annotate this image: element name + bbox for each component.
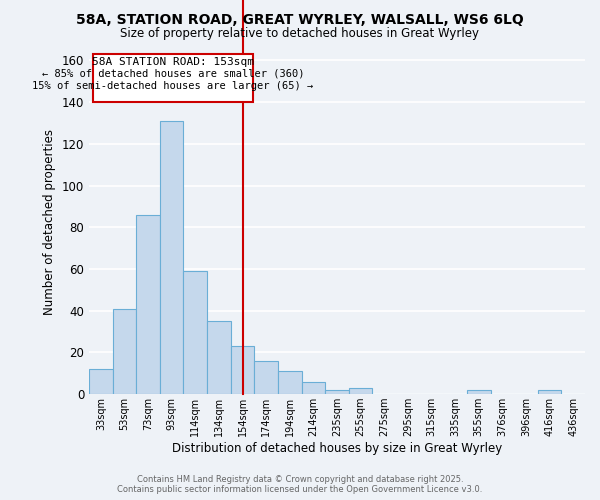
Bar: [302, 382, 325, 394]
X-axis label: Distribution of detached houses by size in Great Wyrley: Distribution of detached houses by size …: [172, 442, 502, 455]
Text: 58A STATION ROAD: 153sqm: 58A STATION ROAD: 153sqm: [92, 58, 254, 68]
Text: Contains HM Land Registry data © Crown copyright and database right 2025.
Contai: Contains HM Land Registry data © Crown c…: [118, 474, 482, 494]
Text: 15% of semi-detached houses are larger (65) →: 15% of semi-detached houses are larger (…: [32, 82, 313, 92]
Bar: [278, 371, 302, 394]
Bar: [467, 390, 491, 394]
Bar: [113, 308, 136, 394]
FancyBboxPatch shape: [92, 54, 253, 102]
Y-axis label: Number of detached properties: Number of detached properties: [43, 129, 56, 315]
Bar: [184, 271, 207, 394]
Text: ← 85% of detached houses are smaller (360): ← 85% of detached houses are smaller (36…: [41, 69, 304, 79]
Bar: [538, 390, 562, 394]
Text: 58A, STATION ROAD, GREAT WYRLEY, WALSALL, WS6 6LQ: 58A, STATION ROAD, GREAT WYRLEY, WALSALL…: [76, 12, 524, 26]
Bar: [89, 369, 113, 394]
Bar: [349, 388, 373, 394]
Bar: [207, 321, 231, 394]
Bar: [231, 346, 254, 394]
Bar: [160, 121, 184, 394]
Bar: [136, 215, 160, 394]
Text: Size of property relative to detached houses in Great Wyrley: Size of property relative to detached ho…: [121, 28, 479, 40]
Bar: [325, 390, 349, 394]
Bar: [254, 361, 278, 394]
